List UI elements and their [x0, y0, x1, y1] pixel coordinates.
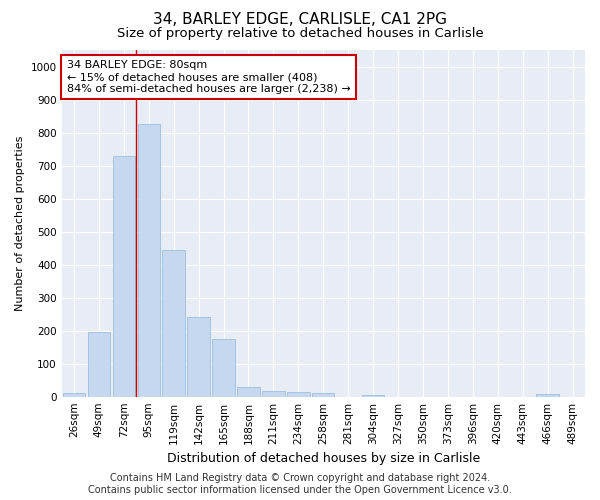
Y-axis label: Number of detached properties: Number of detached properties: [15, 136, 25, 311]
X-axis label: Distribution of detached houses by size in Carlisle: Distribution of detached houses by size …: [167, 452, 480, 465]
Bar: [88, 332, 110, 396]
Bar: [312, 394, 334, 396]
Text: Size of property relative to detached houses in Carlisle: Size of property relative to detached ho…: [116, 28, 484, 40]
Bar: [237, 387, 260, 396]
Text: 34, BARLEY EDGE, CARLISLE, CA1 2PG: 34, BARLEY EDGE, CARLISLE, CA1 2PG: [153, 12, 447, 28]
Bar: [287, 392, 310, 396]
Bar: [63, 394, 85, 396]
Text: Contains HM Land Registry data © Crown copyright and database right 2024.
Contai: Contains HM Land Registry data © Crown c…: [88, 474, 512, 495]
Bar: [262, 390, 284, 396]
Bar: [187, 318, 210, 396]
Bar: [362, 395, 385, 396]
Bar: [536, 394, 559, 396]
Bar: [113, 156, 135, 396]
Bar: [212, 339, 235, 396]
Text: 34 BARLEY EDGE: 80sqm
← 15% of detached houses are smaller (408)
84% of semi-det: 34 BARLEY EDGE: 80sqm ← 15% of detached …: [67, 60, 350, 94]
Bar: [137, 124, 160, 396]
Bar: [163, 250, 185, 396]
